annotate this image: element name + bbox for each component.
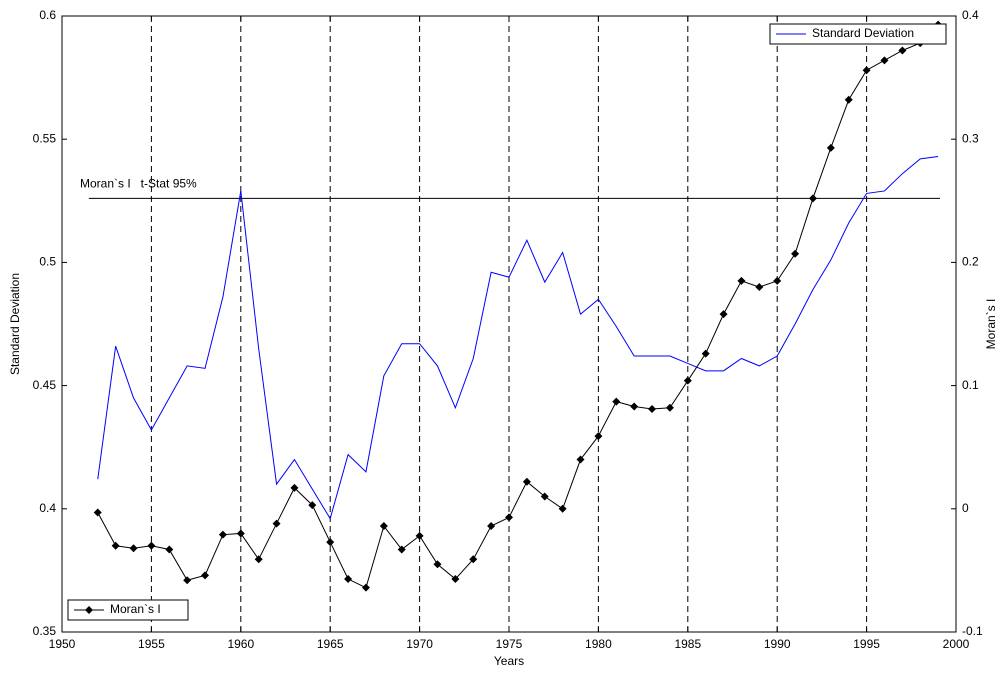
data-point [558, 504, 567, 513]
data-point [898, 46, 907, 55]
data-point [290, 483, 299, 492]
x-axis-label: Years [494, 654, 524, 668]
y-tick-label: 0.4 [39, 501, 56, 515]
data-point [93, 508, 102, 517]
y2-tick-label: 0.1 [962, 378, 979, 392]
data-point [308, 501, 317, 510]
x-tick-label: 1965 [317, 637, 344, 651]
x-tick-label: 1960 [227, 637, 254, 651]
data-point [844, 95, 853, 104]
data-point [612, 397, 621, 406]
x-tick-label: 1985 [674, 637, 701, 651]
data-point [236, 529, 245, 538]
data-point [129, 544, 138, 553]
y2-tick-label: 0.2 [962, 255, 979, 269]
data-point [665, 403, 674, 412]
data-point [755, 283, 764, 292]
x-tick-label: 1955 [138, 637, 165, 651]
data-point [522, 477, 531, 486]
x-tick-label: 1970 [406, 637, 433, 651]
data-point [737, 276, 746, 285]
data-point [397, 545, 406, 554]
y2-tick-label: 0.4 [962, 8, 979, 22]
x-tick-label: 1980 [585, 637, 612, 651]
data-point [862, 66, 871, 75]
y-tick-label: 0.35 [33, 624, 57, 638]
x-tick-label: 1950 [49, 637, 76, 651]
data-point [111, 541, 120, 550]
data-point [880, 56, 889, 65]
data-point [218, 530, 227, 539]
y2-tick-label: 0 [962, 501, 969, 515]
data-point [826, 143, 835, 152]
legend-marker [85, 606, 93, 614]
data-point [451, 575, 460, 584]
y-axis-label: Standard Deviation [8, 273, 22, 375]
x-tick-label: 1995 [853, 637, 880, 651]
data-point [361, 583, 370, 592]
data-point [326, 538, 335, 547]
data-point [469, 555, 478, 564]
data-point [415, 531, 424, 540]
series-line [97, 155, 939, 520]
plot-frame [61, 15, 957, 633]
reference-label: Moran`s I t-Stat 95% [80, 177, 197, 191]
y-tick-label: 0.45 [33, 378, 57, 392]
y-tick-label: 0.55 [33, 131, 57, 145]
data-point [254, 555, 263, 564]
data-point [487, 522, 496, 531]
data-point [183, 576, 192, 585]
data-point [147, 541, 156, 550]
data-point [505, 513, 513, 522]
data-point [344, 575, 353, 584]
data-point [540, 492, 549, 501]
y2-tick-label: -0.1 [962, 624, 983, 638]
legend-box [67, 599, 189, 621]
x-tick-label: 1975 [496, 637, 523, 651]
data-point [379, 522, 388, 531]
data-point [773, 276, 782, 285]
data-point [433, 560, 442, 569]
data-point [630, 402, 639, 411]
data-point [701, 349, 710, 358]
y2-tick-label: 0.3 [962, 131, 979, 145]
data-point [683, 376, 692, 385]
x-tick-label: 1990 [764, 637, 791, 651]
data-point [791, 249, 800, 258]
data-point [576, 455, 585, 464]
x-tick-label: 2000 [943, 637, 970, 651]
data-point [165, 545, 174, 554]
data-point [594, 432, 603, 441]
data-point [201, 571, 210, 580]
y-tick-label: 0.5 [39, 255, 56, 269]
legend-box [769, 23, 947, 45]
data-point [719, 310, 728, 319]
data-point [808, 194, 817, 203]
data-point [272, 519, 281, 528]
legend-label: Moran`s I [110, 602, 161, 616]
y-tick-label: 0.6 [39, 8, 56, 22]
y2-axis-label: Moran`s I [984, 299, 998, 350]
legend-label: Standard Deviation [812, 26, 914, 40]
data-point [648, 405, 657, 414]
